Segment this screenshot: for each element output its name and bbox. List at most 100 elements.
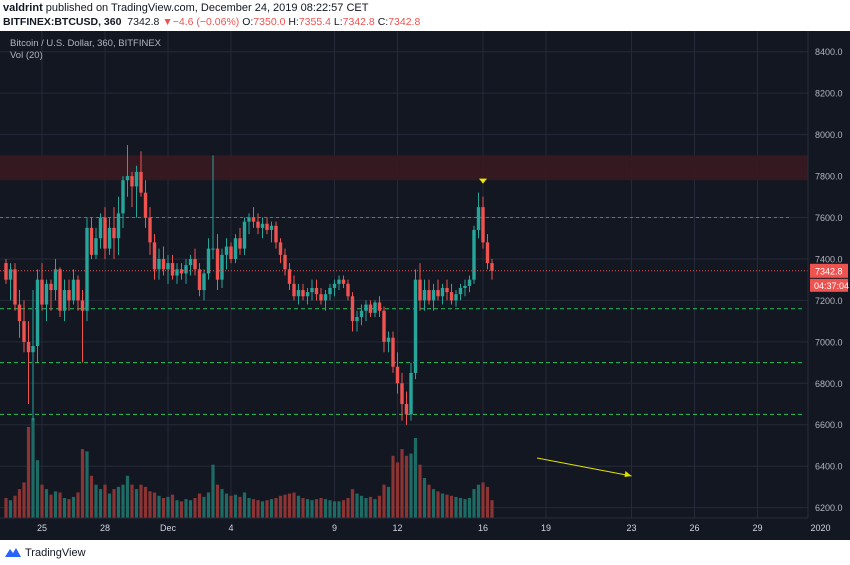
candle-body (17, 304, 22, 322)
volume-bar (413, 438, 418, 518)
open-value: 7350.0 (253, 16, 286, 28)
candle-body (148, 217, 152, 243)
candle-body (445, 287, 449, 293)
high-value: 7355.4 (298, 16, 331, 28)
volume-bar (305, 499, 310, 518)
volume-bar (382, 484, 386, 518)
volume-bar (296, 495, 301, 518)
volume-bar (179, 501, 184, 518)
volume-bar (125, 475, 130, 518)
symbol-label: BITFINEX:BTCUSD, 360 (3, 16, 122, 28)
price-tick-label: 8400.0 (815, 47, 843, 57)
volume-bar (143, 486, 148, 518)
volume-bar (436, 491, 440, 518)
volume-bar (269, 499, 274, 518)
candle-body (481, 207, 485, 243)
candle-body (400, 383, 404, 405)
candle-body (40, 279, 44, 305)
volume-bar (395, 462, 400, 518)
time-tick-label: 12 (392, 523, 402, 533)
candle-body (346, 283, 350, 297)
time-tick-label: 28 (100, 523, 110, 533)
candle-body (283, 254, 287, 270)
volume-bar (301, 498, 305, 518)
volume-bar (323, 499, 328, 518)
price-chart[interactable]: 6200.0 6400.0 6600.0 6800.0 7000.0 7200.0 7400… (0, 31, 850, 536)
candle-body (116, 213, 121, 239)
volume-bar (148, 491, 152, 518)
candle-body (341, 279, 346, 284)
volume-bar (242, 492, 247, 518)
close-label: C: (377, 16, 389, 28)
price-tick-label: 6800.0 (815, 379, 843, 389)
price-tick-label: 7600.0 (815, 213, 843, 223)
volume-bar (463, 499, 467, 518)
volume-bar (49, 494, 53, 518)
countdown-tag-label: 04:37:04 (814, 281, 849, 291)
candle-body (251, 217, 256, 222)
candle-body (224, 246, 229, 255)
last-price-tag-label: 7342.8 (815, 266, 843, 276)
volume-bar (13, 495, 17, 518)
volume-bar (134, 489, 139, 518)
volume-bar (130, 484, 134, 518)
candle-body (337, 279, 341, 284)
candle-body (35, 279, 40, 346)
volume-bar (485, 486, 490, 518)
volume-bar (377, 495, 382, 518)
author-name[interactable]: valdrint (3, 2, 43, 14)
countdown-tag (810, 278, 848, 292)
volume-bar (8, 500, 13, 518)
volume-bar (161, 498, 166, 518)
candle-body (125, 176, 130, 181)
volume-bar (346, 498, 350, 518)
publish-info: published on TradingView.com, December 2… (42, 2, 369, 14)
candle-body (364, 304, 368, 311)
candle-body (193, 258, 197, 270)
candle-body (359, 310, 364, 317)
candle-body (476, 207, 481, 230)
volume-bar (449, 495, 454, 518)
candle-body (233, 238, 238, 259)
volume-bar (35, 460, 40, 518)
legend-title: Bitcoin / U.S. Dollar, 360, BITFINEX (10, 38, 161, 49)
volume-bar (85, 451, 89, 518)
candle-body (422, 290, 427, 301)
volume-bar (265, 500, 269, 518)
time-tick-label: 25 (37, 523, 47, 533)
volume-bar (103, 484, 107, 518)
volume-bar (157, 495, 161, 518)
volume-bar (278, 495, 283, 518)
volume-bar (71, 496, 76, 518)
volume-bar (31, 418, 35, 518)
last-price-tag (810, 263, 848, 278)
volume-bar (220, 489, 224, 518)
candle-body (85, 227, 89, 311)
volume-bar (283, 494, 287, 518)
candle-body (269, 225, 274, 230)
volume-bar (251, 499, 256, 518)
volume-bar (80, 449, 85, 518)
candle-body (202, 273, 206, 291)
candle-body (44, 283, 49, 305)
candle-body (103, 217, 107, 249)
volume-bar (224, 493, 229, 518)
candle-body (301, 290, 305, 297)
candle-body (184, 265, 188, 274)
time-tick-label: 29 (752, 523, 762, 533)
open-label: O: (242, 16, 254, 28)
volume-bar (292, 492, 296, 518)
volume-bar (17, 489, 22, 518)
candle-body (89, 227, 94, 255)
volume-bar (445, 494, 449, 518)
footer-brand[interactable]: TradingView (25, 547, 86, 559)
candle-body (490, 263, 494, 271)
change-arrow-icon: ▼ (162, 16, 173, 28)
volume-bar (26, 426, 31, 518)
candle-body (458, 287, 463, 295)
time-tick-label: 9 (332, 523, 337, 533)
down-marker-icon (479, 178, 487, 184)
volume-bar (62, 498, 67, 518)
candle-body (386, 337, 391, 342)
candle-body (404, 404, 409, 415)
